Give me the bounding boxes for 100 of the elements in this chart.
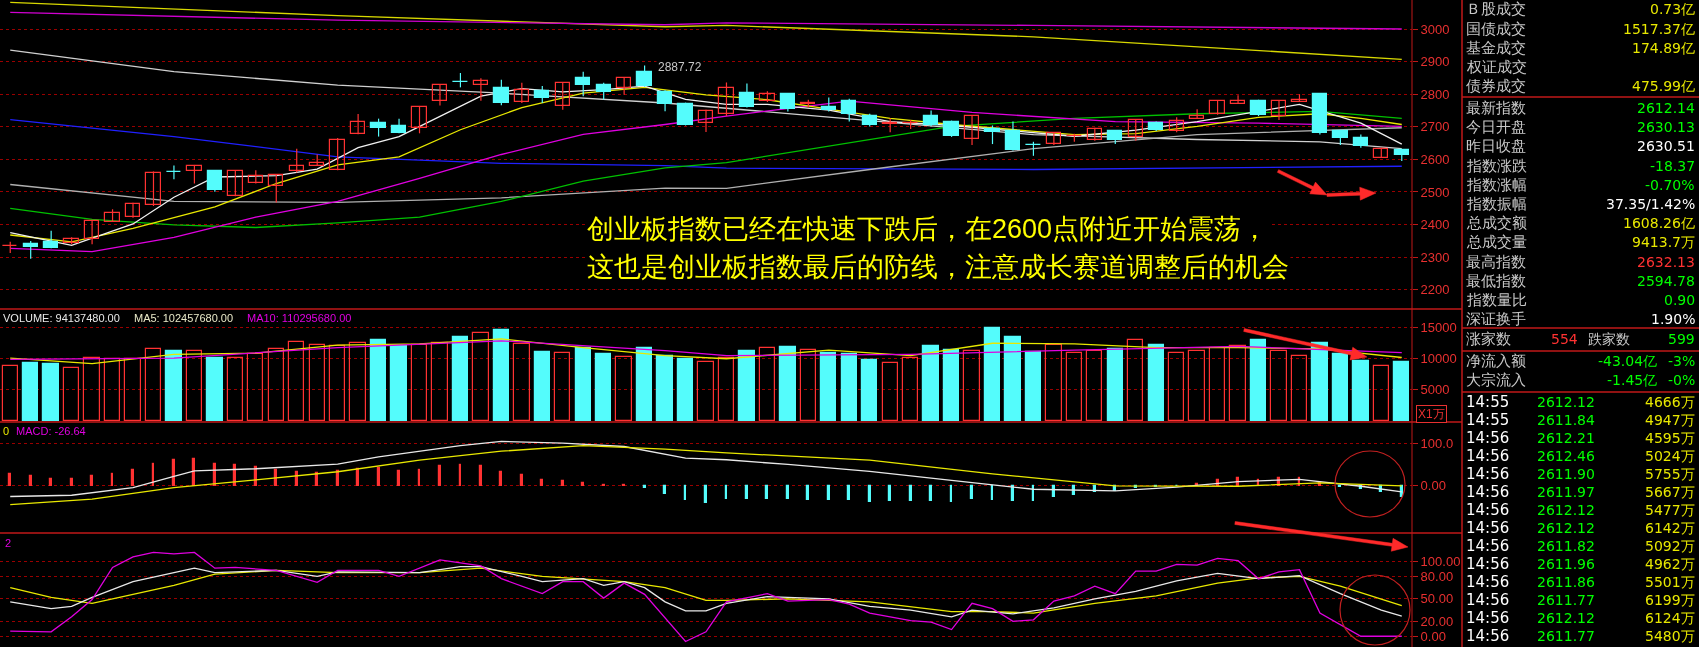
text: 37.35/1.42% xyxy=(1606,196,1696,212)
text: 1517.37亿 xyxy=(1623,21,1695,37)
text: 0.90 xyxy=(1664,292,1696,308)
text: 最新指数 xyxy=(1466,99,1526,117)
annotation: 2 xyxy=(5,537,12,549)
text: 债券成交 xyxy=(1466,77,1526,95)
text: 5480万 xyxy=(1645,628,1695,644)
text: 最高指数 xyxy=(1466,253,1526,271)
text: 2611.96 xyxy=(1537,556,1595,572)
text: 14:56 xyxy=(1466,483,1510,501)
text: 指数涨幅 xyxy=(1466,176,1527,194)
text: 174.89亿 xyxy=(1632,40,1695,56)
text: 2632.13 xyxy=(1637,254,1695,270)
text: 6199万 xyxy=(1645,592,1695,608)
text: 5755万 xyxy=(1645,466,1695,482)
text: 14:56 xyxy=(1466,555,1510,573)
text: 2612.12 xyxy=(1537,610,1595,626)
annotation: VOLUME: 94137480.00 xyxy=(3,312,120,324)
annotation: 2887.72 xyxy=(658,60,702,74)
text: 最低指数 xyxy=(1466,272,1526,290)
text: 5667万 xyxy=(1645,484,1695,500)
text: 475.99亿 xyxy=(1632,78,1695,94)
text: 权证成交 xyxy=(1466,58,1527,76)
text: 14:56 xyxy=(1466,591,1510,609)
y-tick-label: 2400 xyxy=(1420,217,1450,233)
y-tick-label: 2800 xyxy=(1420,86,1450,102)
text: 5477万 xyxy=(1645,502,1695,518)
text: 跌家数 xyxy=(1588,331,1630,347)
text: 14:56 xyxy=(1466,429,1510,447)
text: -0% xyxy=(1668,372,1696,388)
text: 9413.7万 xyxy=(1632,234,1695,250)
text: -0.70% xyxy=(1645,177,1695,193)
text: 6124万 xyxy=(1645,610,1695,626)
text: 2611.77 xyxy=(1537,628,1595,644)
y-tick-label: 100.0 xyxy=(1420,435,1454,451)
text: 今日开盘 xyxy=(1466,118,1526,136)
y-tick-label: 2700 xyxy=(1420,119,1450,135)
text: 599 xyxy=(1668,331,1695,347)
text: 1608.26亿 xyxy=(1623,215,1695,231)
text: 2611.97 xyxy=(1537,484,1595,500)
text: 2612.12 xyxy=(1537,394,1595,410)
y-tick-label: 0.00 xyxy=(1420,628,1446,644)
y-tick-label: 2600 xyxy=(1420,151,1450,167)
text: 2612.46 xyxy=(1537,448,1595,464)
text: 2612.12 xyxy=(1537,520,1595,536)
text: 4666万 xyxy=(1645,394,1695,410)
text: 基金成交 xyxy=(1466,39,1526,57)
text: 5501万 xyxy=(1645,574,1695,590)
text: 2612.12 xyxy=(1537,502,1595,518)
y-tick-label: 20.00 xyxy=(1420,613,1454,629)
text: 14:56 xyxy=(1466,609,1510,627)
annotation: 创业板指数已经在快速下跌后，在2600点附近开始震荡， xyxy=(587,214,1269,244)
text: 2611.90 xyxy=(1537,466,1595,482)
y-tick-label: 0.00 xyxy=(1420,478,1446,494)
text: 14:56 xyxy=(1466,519,1510,537)
annotation: MACD: -26.64 xyxy=(16,425,86,437)
text: 554 xyxy=(1551,331,1578,347)
text: -3% xyxy=(1668,353,1696,369)
text: 2594.78 xyxy=(1637,273,1695,289)
text: 2611.84 xyxy=(1537,412,1595,428)
text: 2611.77 xyxy=(1537,592,1595,608)
text: 14:55 xyxy=(1466,411,1510,429)
y-tick-label: 100.00 xyxy=(1420,553,1461,569)
text: -18.37 xyxy=(1650,158,1696,174)
text: 2611.86 xyxy=(1537,574,1595,590)
text: 2612.21 xyxy=(1537,430,1595,446)
text: 总成交额 xyxy=(1466,214,1527,232)
text: -43.04亿 xyxy=(1598,353,1658,369)
text: 2630.13 xyxy=(1637,119,1695,135)
text: 14:56 xyxy=(1466,537,1510,555)
y-tick-label: 2900 xyxy=(1420,54,1450,70)
text: 5092万 xyxy=(1645,538,1695,554)
text: 净流入额 xyxy=(1466,352,1526,370)
text: 6142万 xyxy=(1645,520,1695,536)
text: 0.73亿 xyxy=(1650,1,1696,17)
text: 4962万 xyxy=(1645,556,1695,572)
text: 昨日收盘 xyxy=(1466,137,1526,155)
text: 总成交量 xyxy=(1466,233,1527,251)
text: 2611.82 xyxy=(1537,538,1595,554)
text: 指数量比 xyxy=(1466,291,1527,309)
text: 14:55 xyxy=(1466,393,1510,411)
y-tick-label: 80.00 xyxy=(1420,568,1454,584)
annotation: 0 xyxy=(3,425,10,437)
annotation: 这也是创业板指数最后的防线，注意成长赛道调整后的机会 xyxy=(587,252,1289,282)
text: 指数涨跌 xyxy=(1466,157,1527,175)
text: 4595万 xyxy=(1645,430,1695,446)
y-tick-label: 3000 xyxy=(1420,21,1450,37)
text: 1.90% xyxy=(1651,311,1696,327)
text: 大宗流入 xyxy=(1466,371,1526,389)
y-tick-label: 15000 xyxy=(1420,320,1457,336)
y-tick-label: 10000 xyxy=(1420,351,1457,367)
y-tick-label: 2500 xyxy=(1420,184,1450,200)
text: -1.45亿 xyxy=(1607,372,1658,388)
text: 2630.51 xyxy=(1637,138,1695,154)
annotation: MA5: 102457680.00 xyxy=(134,312,234,324)
text: 2612.14 xyxy=(1637,100,1695,116)
text: 涨家数 xyxy=(1466,330,1511,348)
y-tick-label: 50.00 xyxy=(1420,591,1454,607)
text: 14:56 xyxy=(1466,447,1510,465)
text: 14:56 xyxy=(1466,465,1510,483)
